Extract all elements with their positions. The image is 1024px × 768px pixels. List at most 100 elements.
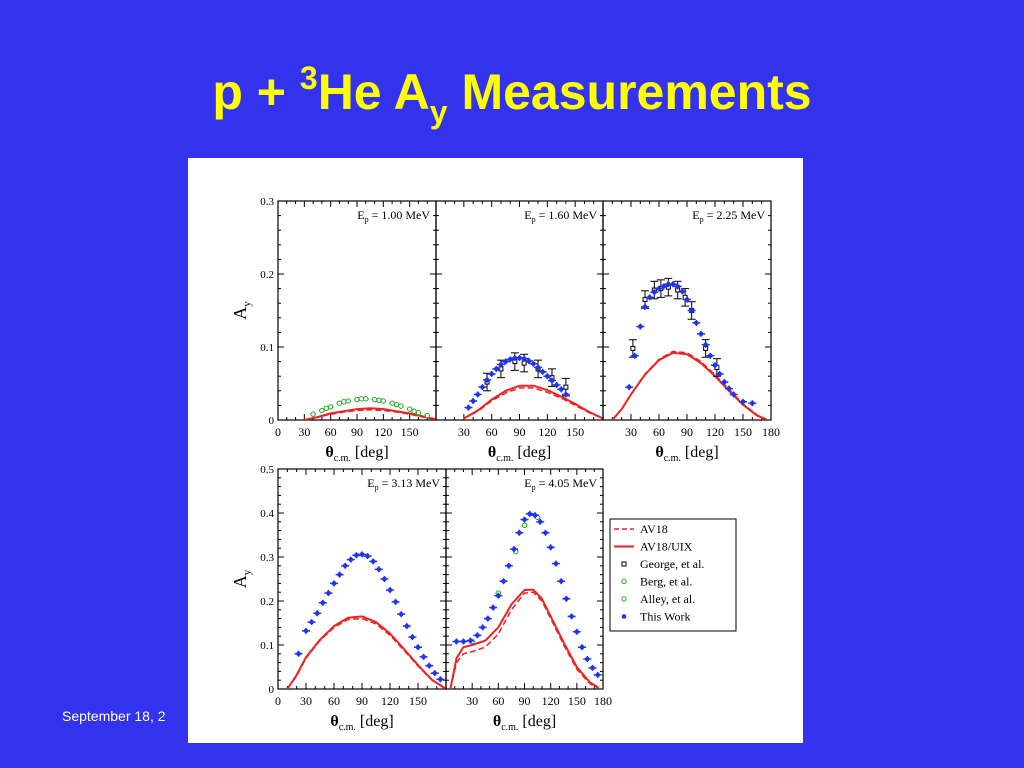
x-tick-label: 90 bbox=[519, 694, 531, 708]
alley-point bbox=[376, 397, 382, 403]
y-axis-subscript: y bbox=[241, 569, 253, 575]
panel-1: 0 30 60 90 120 150 0 0.1 0.2 0.3 Ep = 1.00 MeV θc.m… bbox=[230, 196, 437, 464]
figure-panel: 0 30 60 90 120 150 0 0.1 0.2 0.3 Ep = 1.00 MeV θc.m… bbox=[188, 158, 803, 743]
title-part-pre: p + bbox=[212, 64, 300, 120]
alley-point bbox=[358, 396, 365, 402]
thiswork-point bbox=[698, 331, 704, 337]
thiswork-point bbox=[558, 578, 564, 584]
berg-point bbox=[371, 396, 378, 403]
berg-point bbox=[424, 412, 430, 419]
x-tick-label: 150 bbox=[401, 425, 419, 439]
av18-curve bbox=[463, 387, 603, 420]
y-tick-label: 0.2 bbox=[260, 269, 274, 281]
thiswork-point bbox=[454, 639, 459, 644]
footer-date: September 18, 2 bbox=[62, 708, 166, 724]
berg-point bbox=[415, 410, 422, 416]
x-axis-symbol: θ bbox=[655, 444, 663, 461]
x-axis-label: θc.m. [deg] bbox=[325, 444, 388, 464]
thiswork-point bbox=[326, 590, 331, 596]
av18-uix-curve bbox=[449, 588, 600, 689]
thiswork-point bbox=[365, 553, 370, 559]
x-axis-symbol: θ bbox=[488, 444, 496, 461]
panel-frame bbox=[445, 468, 604, 690]
title-part-post: Measurements bbox=[447, 64, 812, 120]
thiswork-point bbox=[684, 297, 690, 302]
thiswork-point bbox=[512, 355, 518, 361]
x-tick-label: 30 bbox=[300, 694, 312, 708]
thiswork-point bbox=[521, 356, 527, 361]
thiswork-point bbox=[470, 398, 476, 404]
x-tick-label: 120 bbox=[706, 425, 724, 439]
thiswork-point bbox=[480, 384, 485, 390]
y-axis-symbol: A bbox=[230, 575, 250, 588]
thiswork-point bbox=[354, 552, 359, 558]
thiswork-point bbox=[494, 366, 499, 372]
panel-4: 0 30 60 90 120 150 0 0.1 0.2 0.3 0.4 0.5 Ep = 3.13 M… bbox=[230, 464, 447, 733]
legend-label-berg: Berg, et al. bbox=[640, 575, 692, 589]
energy-subscript: p bbox=[365, 215, 369, 224]
thiswork-point bbox=[553, 561, 559, 566]
x-tick-label: 150 bbox=[409, 694, 427, 708]
x-axis-subscript: c.m. bbox=[496, 453, 513, 464]
y-axis-symbol: A bbox=[230, 307, 250, 320]
thiswork-point bbox=[485, 616, 491, 621]
y-tick-label: 0.4 bbox=[260, 508, 274, 520]
x-tick-label: 0 bbox=[275, 694, 281, 708]
panel-data bbox=[304, 396, 436, 420]
energy-symbol: E bbox=[357, 208, 364, 222]
thiswork-point bbox=[415, 644, 421, 650]
thiswork-point bbox=[549, 378, 555, 383]
thiswork-point bbox=[511, 546, 517, 552]
x-tick-label: 30 bbox=[298, 425, 310, 439]
thiswork-point bbox=[740, 399, 746, 405]
berg-point bbox=[389, 400, 395, 406]
thiswork-point bbox=[579, 644, 585, 650]
x-axis-subscript: c.m. bbox=[339, 722, 356, 733]
thiswork-point bbox=[342, 563, 348, 569]
thiswork-point bbox=[461, 639, 466, 644]
legend-swatch-alley bbox=[621, 596, 627, 602]
berg-point bbox=[398, 403, 404, 409]
thiswork-point bbox=[569, 614, 574, 619]
slide-title: p + 3He Ay Measurements bbox=[0, 60, 1024, 130]
x-axis-label: θc.m. [deg] bbox=[493, 713, 556, 733]
alley-point bbox=[393, 401, 400, 408]
panel-energy-label: Ep = 3.13 MeV bbox=[367, 476, 440, 492]
x-tick-label: 60 bbox=[486, 425, 498, 439]
thiswork-point bbox=[359, 552, 365, 557]
x-tick-label: 90 bbox=[356, 694, 368, 708]
berg-point bbox=[521, 522, 528, 529]
thiswork-point bbox=[489, 371, 494, 377]
panel-data bbox=[286, 551, 446, 689]
panel-3: 30 60 90 120 150 180 Ep = 2.25 MeV θc.m. [deg] bbox=[602, 200, 780, 464]
energy-value: = 4.05 MeV bbox=[536, 476, 598, 490]
thiswork-point bbox=[480, 625, 485, 630]
thiswork-point bbox=[535, 365, 541, 370]
berg-point bbox=[406, 406, 413, 412]
thiswork-point bbox=[532, 512, 538, 518]
thiswork-point bbox=[303, 628, 309, 634]
av18-curve bbox=[449, 591, 599, 689]
thiswork-point bbox=[540, 369, 545, 375]
energy-value: = 1.00 MeV bbox=[369, 208, 431, 222]
x-axis-label: θc.m. [deg] bbox=[655, 444, 718, 464]
panel-energy-label: Ep = 1.60 MeV bbox=[524, 208, 597, 224]
george-point bbox=[642, 297, 648, 303]
thiswork-point bbox=[382, 576, 387, 582]
berg-point bbox=[336, 400, 343, 406]
y-axis-subscript: y bbox=[241, 301, 253, 307]
berg-point bbox=[380, 398, 387, 404]
thiswork-point bbox=[694, 320, 699, 326]
energy-symbol: E bbox=[367, 476, 374, 490]
thiswork-point bbox=[337, 572, 342, 577]
thiswork-point bbox=[314, 611, 320, 616]
thiswork-point bbox=[675, 284, 680, 289]
x-tick-label: 90 bbox=[351, 425, 363, 439]
thiswork-point bbox=[498, 362, 504, 367]
legend-swatch-george bbox=[621, 561, 627, 567]
thiswork-point bbox=[689, 308, 694, 313]
av18-uix-curve bbox=[286, 615, 446, 689]
george-point bbox=[563, 384, 569, 390]
legend-label-av18: AV18 bbox=[640, 522, 668, 536]
